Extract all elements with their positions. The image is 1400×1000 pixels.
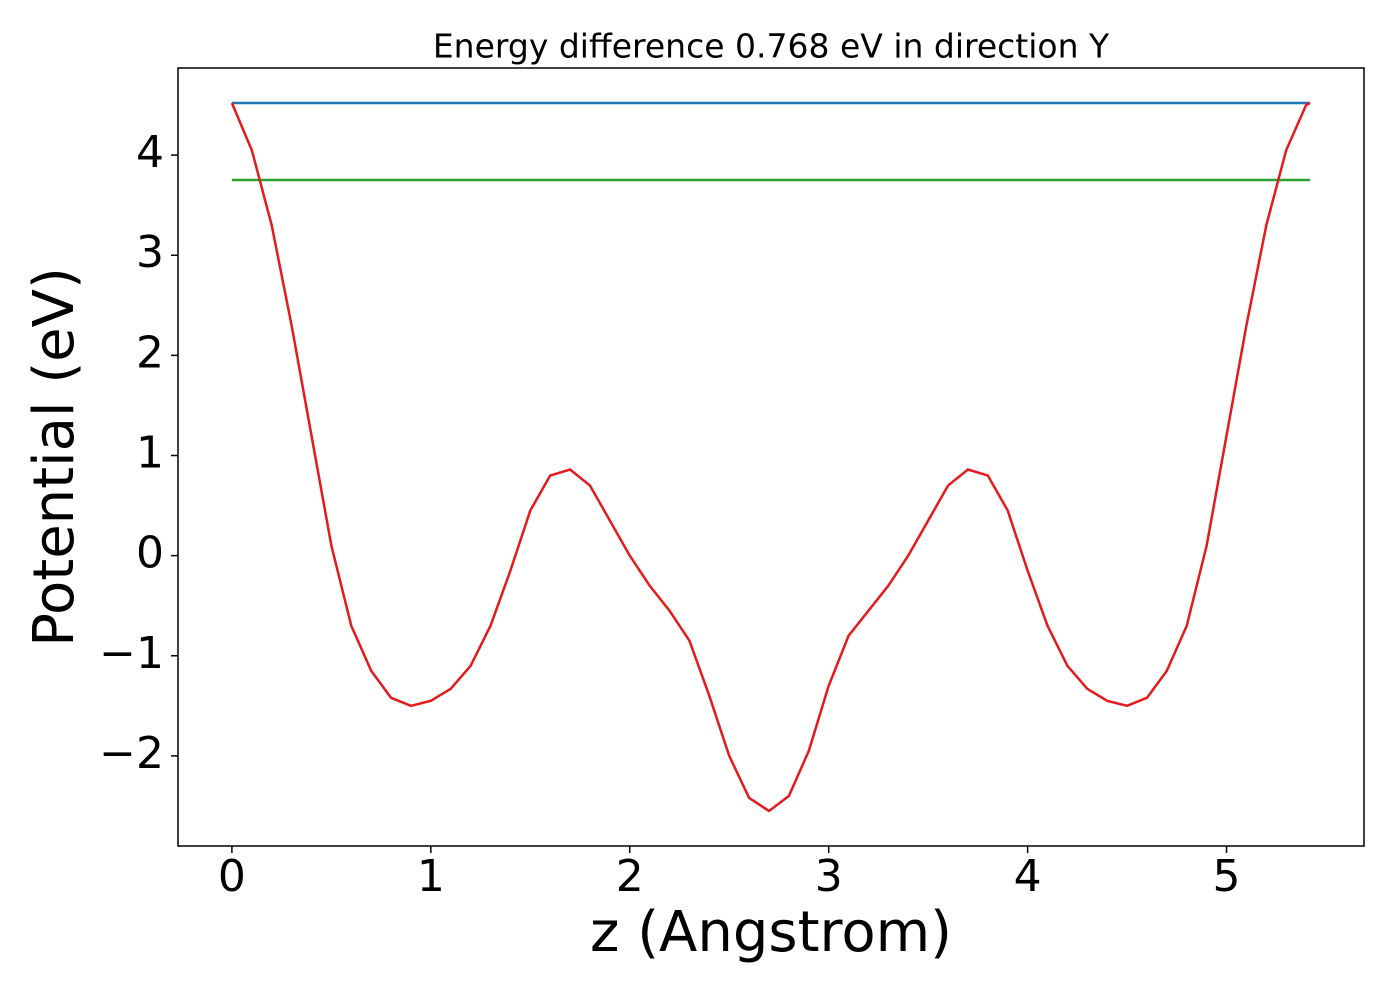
x-tick-label: 0 [218, 851, 246, 902]
y-tick-label: 3 [136, 227, 164, 278]
x-axis-label: z (Angstrom) [590, 900, 952, 965]
x-tick-label: 5 [1213, 851, 1241, 902]
x-tick-label: 2 [616, 851, 644, 902]
chart-title: Energy difference 0.768 eV in direction … [433, 27, 1110, 66]
line-series [230, 101, 1311, 813]
y-tick-label: 1 [136, 427, 164, 478]
y-tick-label: −2 [99, 728, 164, 779]
y-tick-label: 0 [136, 528, 164, 579]
plot-frame [177, 67, 1365, 847]
x-tick-label: 4 [1014, 851, 1042, 902]
y-tick-label: −1 [99, 628, 164, 679]
x-tick-label: 3 [815, 851, 843, 902]
x-tick-label: 1 [417, 851, 445, 902]
y-axis-label: Potential (eV) [22, 267, 87, 647]
y-tick-label: 2 [136, 327, 164, 378]
y-tick-label: 4 [136, 127, 164, 178]
